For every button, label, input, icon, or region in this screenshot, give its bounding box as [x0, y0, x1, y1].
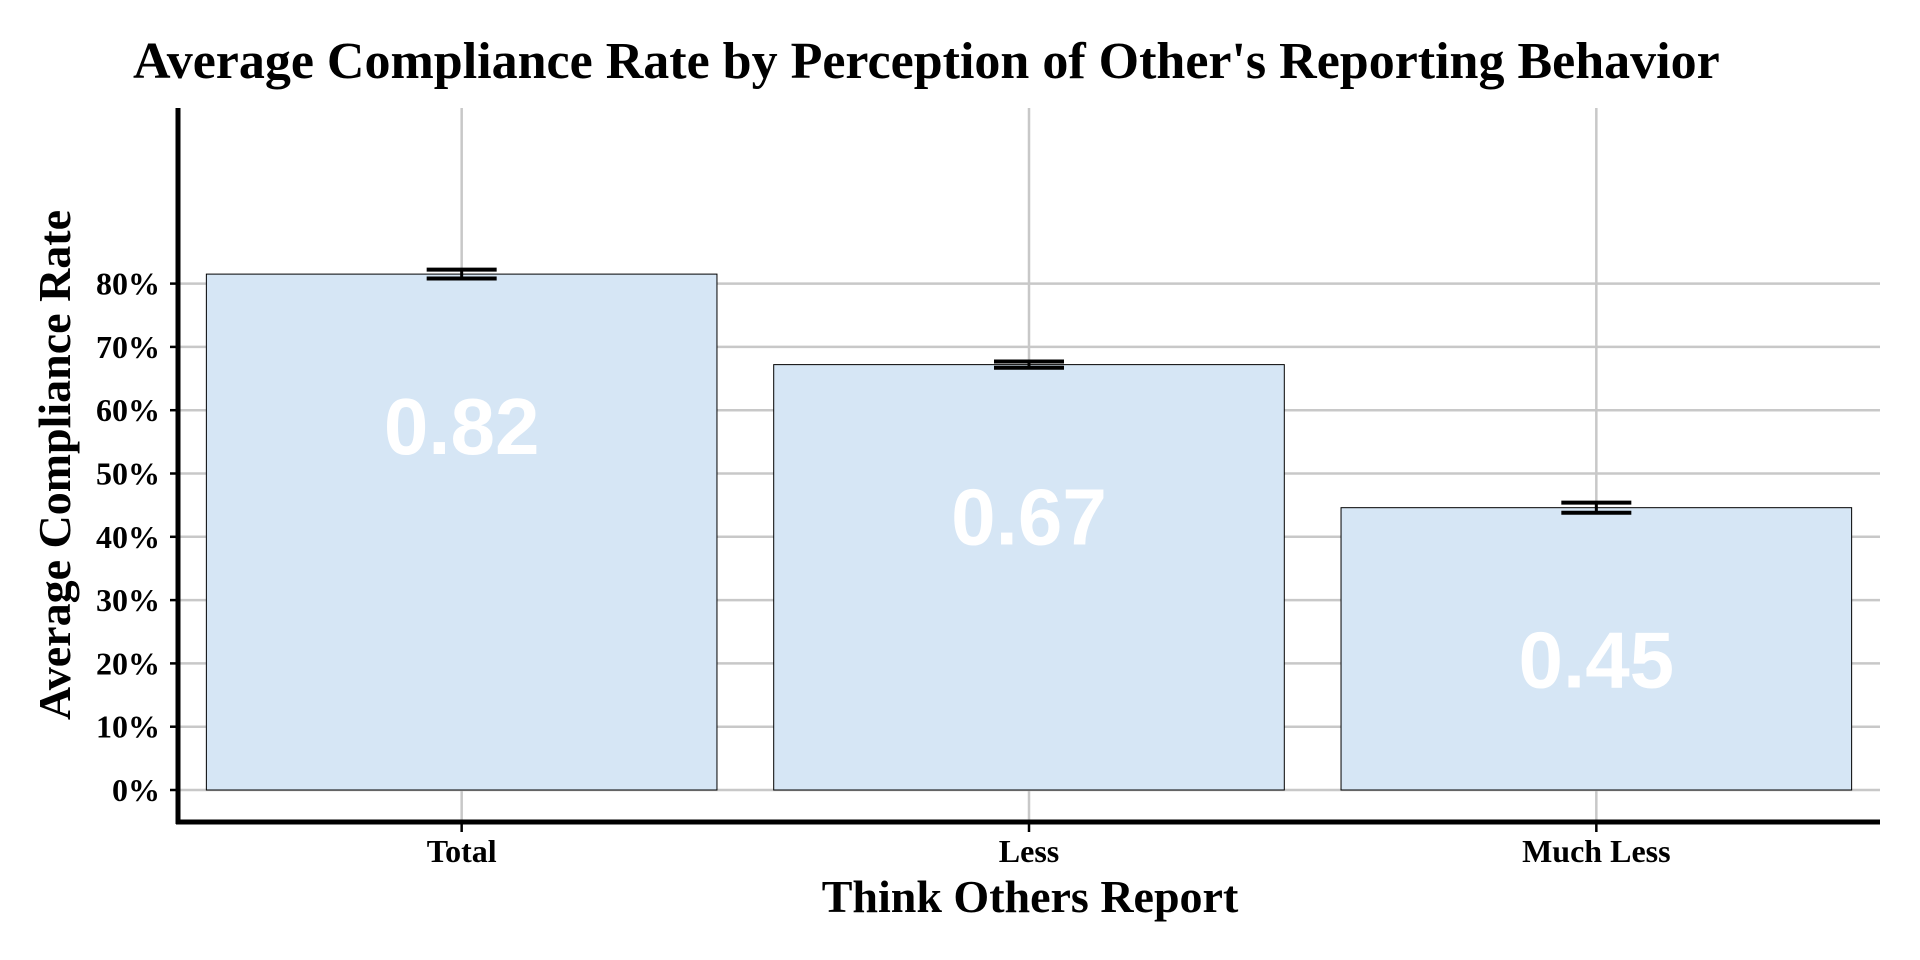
y-tick-label: 70% — [96, 329, 160, 365]
y-tick-label: 20% — [96, 645, 160, 681]
data-labels: 0.82 0.67 0.45 — [384, 382, 1674, 705]
y-axis-title: Average Compliance Rate — [29, 210, 80, 720]
x-tick-label: Much Less — [1522, 833, 1670, 869]
x-tick-label: Less — [999, 833, 1059, 869]
bar — [773, 364, 1285, 791]
y-tick-label: 50% — [96, 456, 160, 492]
x-axis-title: Think Others Report — [822, 871, 1239, 922]
y-tick-label: 0% — [112, 772, 160, 808]
y-tick-labels: 0% 10% 20% 30% 40% 50% 60% 70% 80% — [96, 266, 160, 808]
y-tick-label: 60% — [96, 392, 160, 428]
y-tick-label: 10% — [96, 709, 160, 745]
data-label: 0.67 — [951, 473, 1107, 562]
axes — [170, 108, 1880, 832]
y-tick-label: 30% — [96, 582, 160, 618]
y-tick-label: 40% — [96, 519, 160, 555]
data-label: 0.82 — [384, 382, 540, 471]
error-bars — [426, 267, 1632, 515]
x-tick-labels: Total Less Much Less — [427, 833, 1671, 869]
chart-title: Average Compliance Rate by Perception of… — [133, 33, 1720, 90]
y-tick-label: 80% — [96, 266, 160, 302]
data-label: 0.45 — [1518, 616, 1674, 705]
x-tick-label: Total — [427, 833, 497, 869]
bars — [205, 273, 1853, 791]
bar — [205, 273, 718, 791]
